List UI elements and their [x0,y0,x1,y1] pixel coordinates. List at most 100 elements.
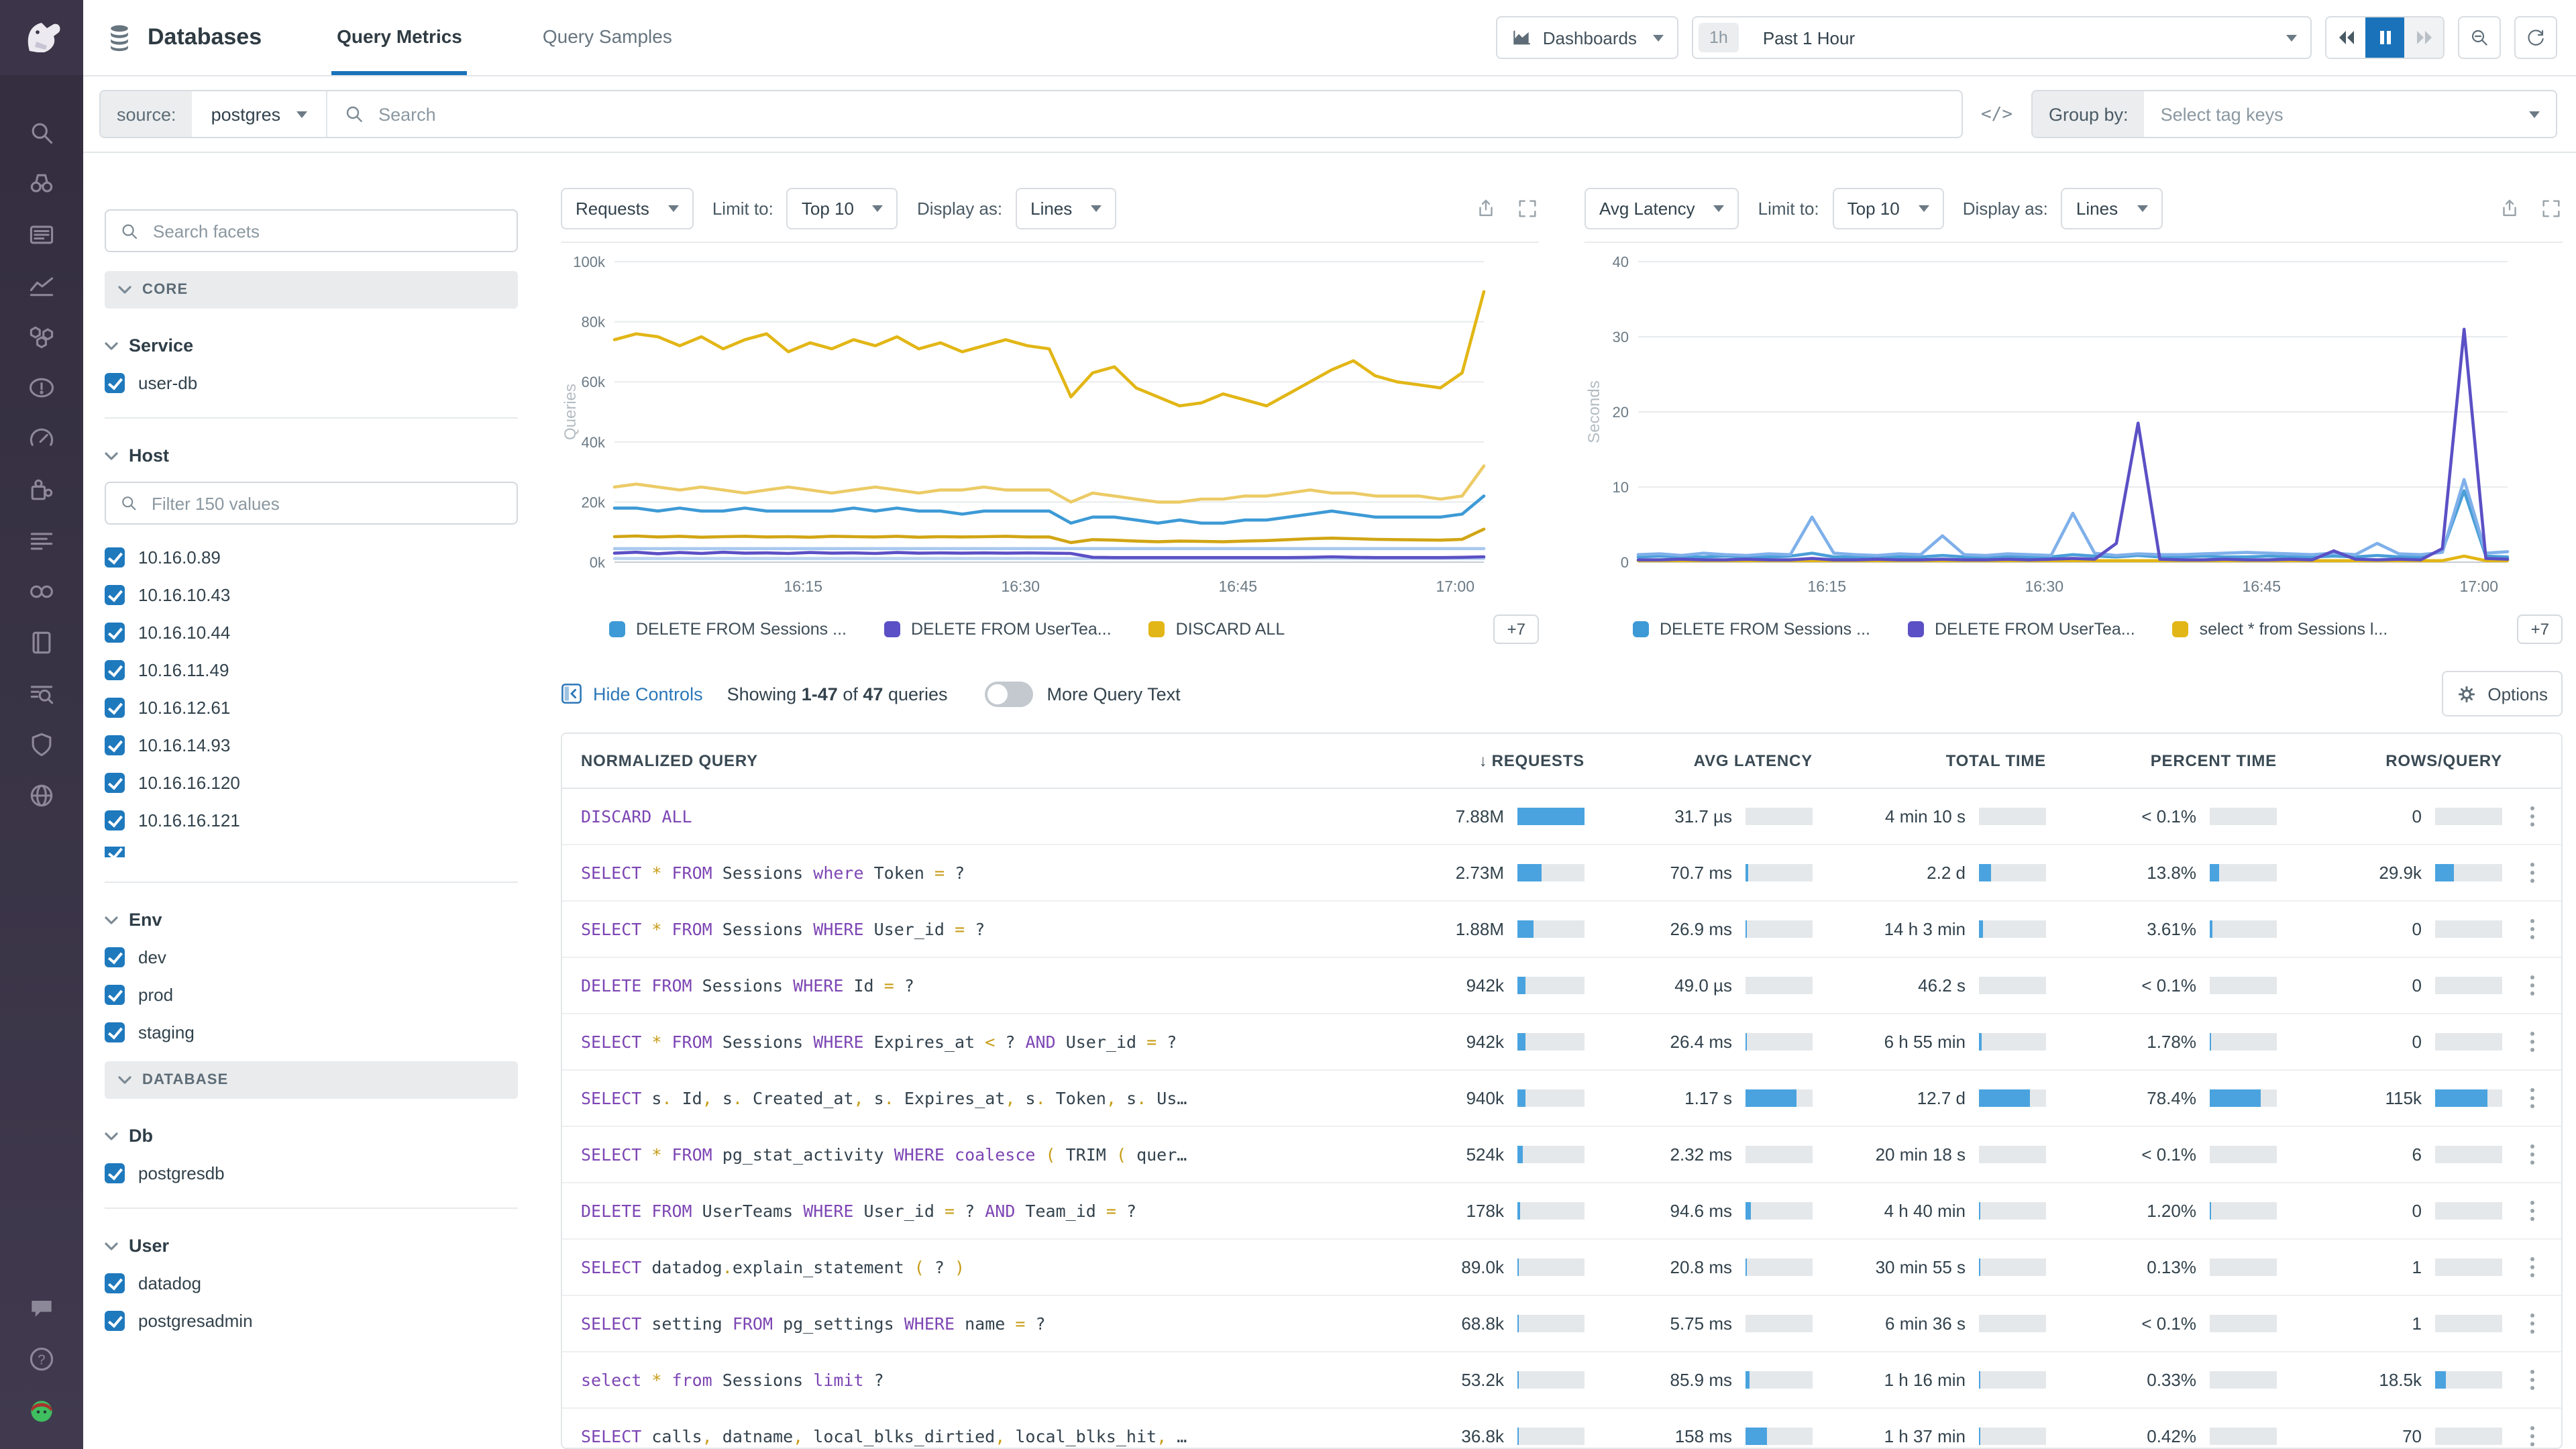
checkbox-checked[interactable] [105,698,125,718]
checkbox-checked[interactable] [105,1163,125,1183]
rail-integrations-icon[interactable] [16,464,67,515]
more-query-text-toggle[interactable]: More Query Text [985,681,1181,706]
column-percent-time[interactable]: PERCENT TIME [2046,751,2277,770]
metric-select[interactable]: Avg Latency [1585,188,1739,229]
row-menu-kebab[interactable] [2502,1014,2561,1069]
checkbox-checked[interactable] [105,810,125,830]
row-menu-kebab[interactable] [2502,958,2561,1013]
search-input[interactable] [376,103,1945,125]
display-select[interactable]: Lines [1016,188,1116,229]
facet-value-10.16.12.61[interactable]: 10.16.12.61 [105,698,518,718]
facet-group-service[interactable]: Service [105,335,518,356]
rail-ci-pipelines-icon[interactable] [16,566,67,617]
rail-notebooks-icon[interactable] [16,617,67,668]
facet-value-10.16.16.120[interactable]: 10.16.16.120 [105,773,518,793]
checkbox-checked[interactable] [105,735,125,755]
checkbox-checked[interactable] [105,585,125,605]
rail-security-icon[interactable] [16,719,67,770]
column-normalized-query[interactable]: NORMALIZED QUERY [562,751,1346,770]
row-menu-kebab[interactable] [2502,1296,2561,1351]
facet-group-env[interactable]: Env [105,910,518,930]
rewind-button[interactable] [2326,17,2365,58]
time-range-select[interactable]: 1h Past 1 Hour [1692,16,2312,59]
hide-controls-button[interactable]: Hide Controls [561,683,703,704]
rail-help-icon[interactable]: ? [16,1334,67,1385]
rail-search-icon[interactable] [16,107,67,158]
facet-value-10.16.11.49[interactable]: 10.16.11.49 [105,660,518,680]
checkbox-checked[interactable] [105,947,125,967]
dashboards-button[interactable]: Dashboards [1496,16,1678,59]
source-select[interactable]: postgres [193,91,328,137]
table-row[interactable]: SELECT setting FROM pg_settings WHERE na… [562,1296,2561,1352]
column-total-time[interactable]: TOTAL TIME [1813,751,2046,770]
table-row[interactable]: DISCARD ALL7.88M31.7 µs4 min 10 s< 0.1%0 [562,789,2561,845]
zoom-out-button[interactable] [2458,16,2501,59]
limit-select[interactable]: Top 10 [787,188,898,229]
facet-value-datadog[interactable]: datadog [105,1273,518,1293]
table-row[interactable]: SELECT * FROM Sessions WHERE Expires_at … [562,1014,2561,1071]
tab-query-metrics[interactable]: Query Metrics [331,0,468,75]
checkbox-checked[interactable] [105,623,125,643]
facet-value-10.16.16.121[interactable]: 10.16.16.121 [105,810,518,830]
rail-network-icon[interactable] [16,770,67,821]
limit-select[interactable]: Top 10 [1833,188,1944,229]
legend-item[interactable]: DISCARD ALL [1149,620,1285,639]
rail-events-icon[interactable] [16,209,67,260]
checkbox-checked[interactable] [105,1022,125,1042]
facet-value-prod[interactable]: prod [105,985,518,1005]
export-icon[interactable] [1474,197,1497,220]
facet-value-staging[interactable]: staging [105,1022,518,1042]
row-menu-kebab[interactable] [2502,845,2561,900]
metric-select[interactable]: Requests [561,188,694,229]
facet-section-core[interactable]: CORE [105,271,518,309]
row-menu-kebab[interactable] [2502,789,2561,844]
table-row[interactable]: SELECT datadog.explain_statement ( ? )89… [562,1240,2561,1296]
checkbox-checked[interactable] [105,1311,125,1331]
facet-group-db[interactable]: Db [105,1126,518,1146]
facet-value-10.16.0.89[interactable]: 10.16.0.89 [105,547,518,568]
row-menu-kebab[interactable] [2502,1352,2561,1407]
forward-button[interactable] [2404,17,2443,58]
display-select[interactable]: Lines [2061,188,2162,229]
code-mode-icon[interactable]: </> [1978,104,2015,124]
legend-more-badge[interactable]: +7 [1494,614,1539,644]
table-row[interactable]: SELECT * FROM Sessions WHERE User_id = ?… [562,902,2561,958]
pause-button[interactable] [2365,17,2404,58]
facet-value-dev[interactable]: dev [105,947,518,967]
rail-watchdog-icon[interactable] [16,158,67,209]
rail-apm-icon[interactable] [16,413,67,464]
rail-metrics-icon[interactable] [16,260,67,311]
row-menu-kebab[interactable] [2502,1409,2561,1449]
datadog-logo[interactable] [0,0,83,75]
table-row[interactable]: SELECT calls, datname, local_blks_dirtie… [562,1409,2561,1449]
rail-avatar-icon[interactable] [16,1385,67,1436]
legend-item[interactable]: select * from Sessions l... [2173,620,2388,639]
column-rows-query[interactable]: ROWS/QUERY [2277,751,2502,770]
table-row[interactable]: select * from Sessions limit ?53.2k85.9 … [562,1352,2561,1409]
table-row[interactable]: SELECT s. Id, s. Created_at, s. Expires_… [562,1071,2561,1127]
group-by-select[interactable]: Group by: Select tag keys [2031,90,2557,138]
refresh-button[interactable] [2514,16,2557,59]
facet-group-user[interactable]: User [105,1236,518,1256]
facet-value-postgresdb[interactable]: postgresdb [105,1163,518,1183]
legend-item[interactable]: DELETE FROM Sessions ... [609,620,847,639]
row-menu-kebab[interactable] [2502,1127,2561,1182]
facet-value-10.16.14.93[interactable]: 10.16.14.93 [105,735,518,755]
legend-item[interactable]: DELETE FROM Sessions ... [1633,620,1870,639]
checkbox-checked[interactable] [105,1273,125,1293]
checkbox-checked[interactable] [105,773,125,793]
legend-item[interactable]: DELETE FROM UserTea... [1908,620,2135,639]
row-menu-kebab[interactable] [2502,902,2561,957]
toggle-switch[interactable] [985,681,1034,706]
rail-monitors-icon[interactable] [16,362,67,413]
rail-chat-icon[interactable] [16,1283,67,1334]
checkbox-checked[interactable] [105,660,125,680]
expand-icon[interactable] [1516,197,1539,220]
facet-value-10.16.10.44[interactable]: 10.16.10.44 [105,623,518,643]
facet-filter-input[interactable] [149,492,503,515]
rail-database-monitoring-icon[interactable] [16,668,67,719]
rail-infrastructure-icon[interactable] [16,311,67,362]
checkbox-checked[interactable] [105,847,125,857]
column-avg-latency[interactable]: AVG LATENCY [1585,751,1813,770]
legend-more-badge[interactable]: +7 [2518,614,2563,644]
